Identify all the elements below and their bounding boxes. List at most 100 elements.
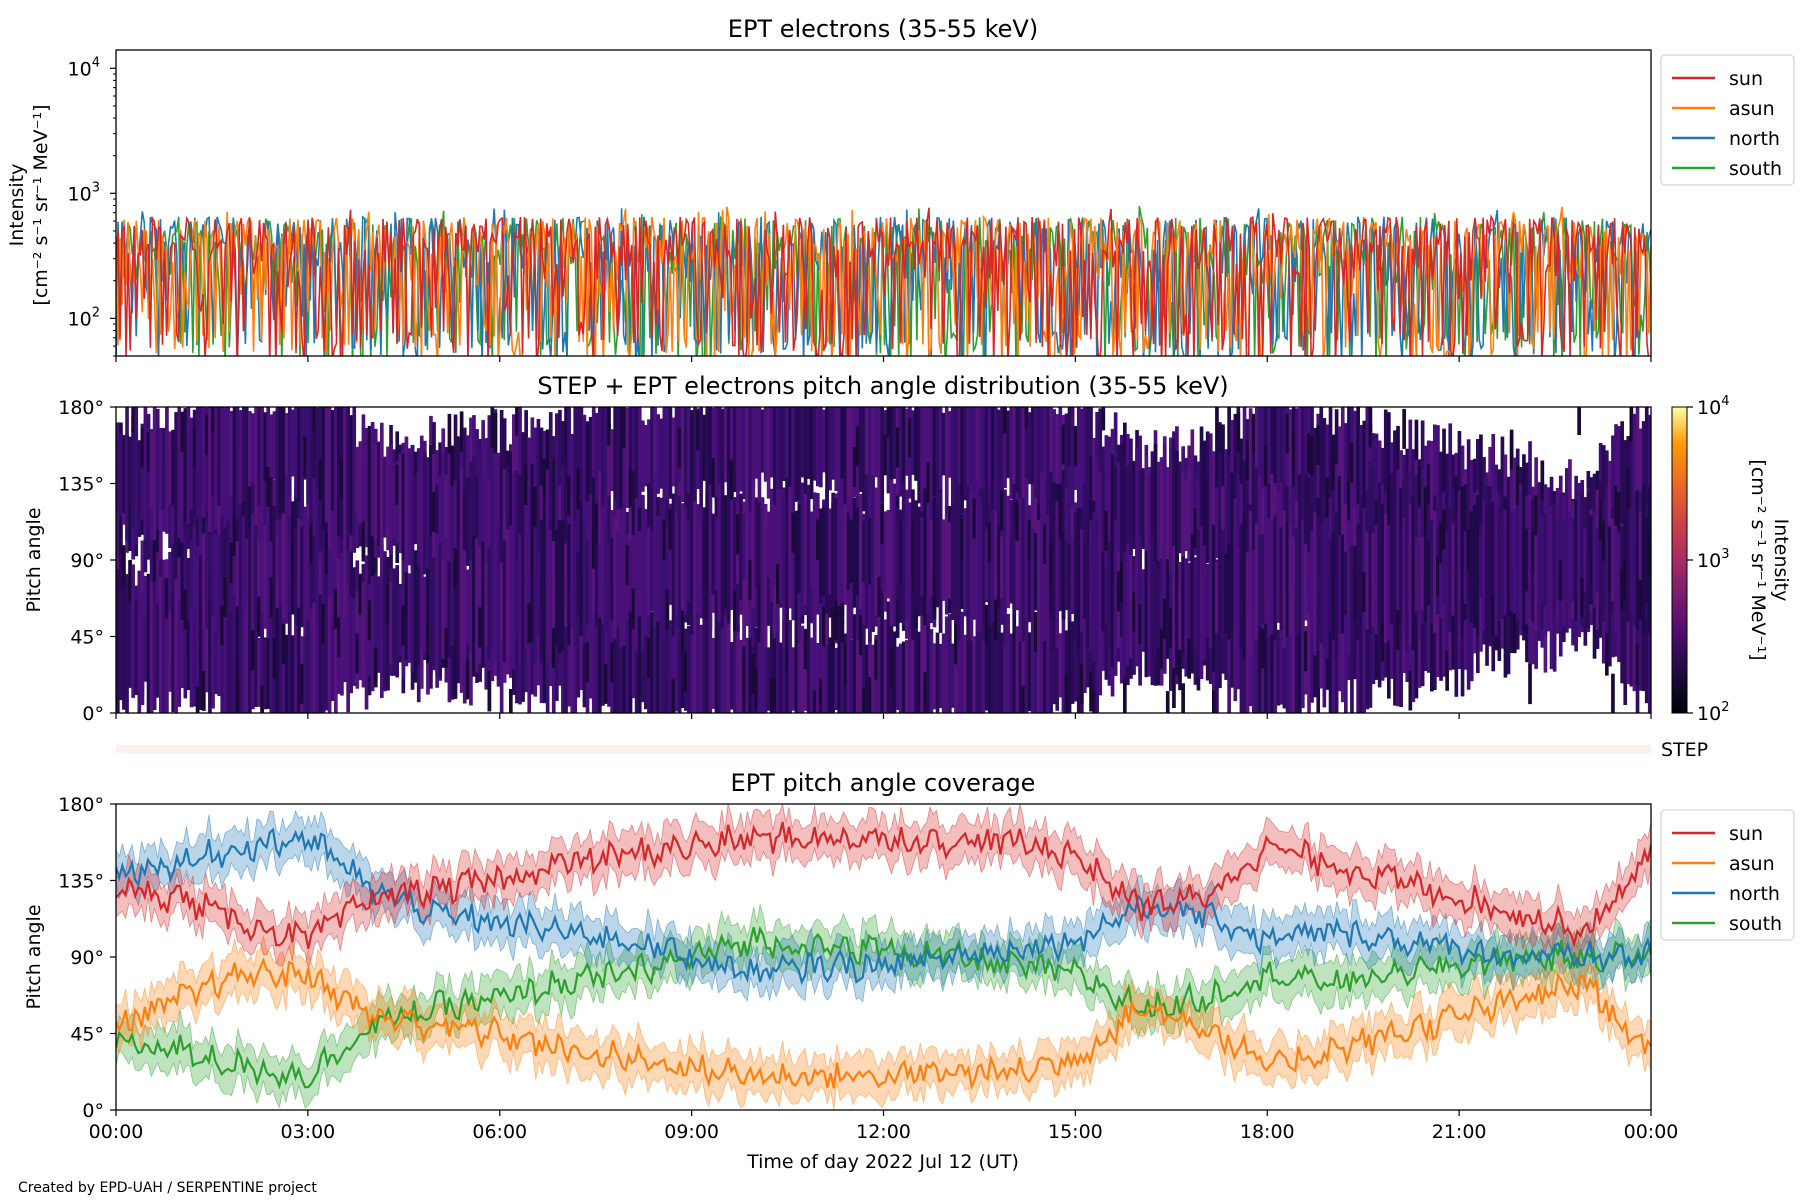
pad-heatmap-cell: [791, 647, 796, 711]
pad-heatmap-cell: [677, 610, 682, 713]
pad-heatmap-cell: [217, 534, 221, 640]
pad-heatmap-cell: [131, 416, 135, 529]
pad-heatmap-cell: [803, 647, 808, 711]
pad-heatmap-cell: [653, 407, 657, 506]
pad-heatmap-cell: [1377, 482, 1382, 599]
pad-heatmap-streak: [202, 670, 206, 711]
pad-heatmap-cell: [585, 501, 590, 575]
pad-heatmap-cell: [272, 505, 277, 649]
pad-heatmap-cell: [1190, 534, 1195, 674]
pad-heatmap-cell: [232, 407, 237, 530]
pad-heatmap-cell: [1294, 527, 1299, 635]
pad-heatmap-cell: [806, 484, 811, 616]
pad-heatmap-cell: [865, 407, 869, 498]
pad-heatmap-cell: [1291, 606, 1296, 713]
pad-heatmap-cell: [631, 407, 636, 522]
pad-heatmap-cell: [315, 407, 320, 489]
pad-heatmap-cell: [257, 638, 261, 707]
pad-heatmap-cell: [241, 515, 246, 639]
pad-heatmap-streak: [466, 659, 470, 700]
pad-heatmap-cell: [521, 432, 525, 523]
pad-heatmap-cell: [1331, 530, 1336, 640]
pad-heatmap-streak: [1577, 407, 1581, 435]
pad-heatmap-cell: [1439, 568, 1443, 681]
pad-heatmap-cell: [745, 637, 749, 713]
pad-heatmap-cell: [641, 625, 645, 703]
pad-heatmap-cell: [567, 601, 571, 707]
pad-heatmap-cell: [1340, 598, 1345, 703]
pad-heatmap-streak: [668, 509, 673, 550]
pad-heatmap-cell: [693, 601, 697, 713]
pad-heatmap-cell: [1101, 487, 1106, 570]
pad-heatmap-streak: [877, 576, 882, 617]
pad-heatmap-cell: [828, 407, 832, 491]
pad-heatmap-cell: [1629, 421, 1634, 542]
pad-heatmap-cell: [183, 611, 188, 699]
pad-heatmap-cell: [1301, 614, 1305, 709]
pad-heatmap-cell: [1153, 562, 1158, 656]
pad-heatmap-cell: [1436, 573, 1440, 677]
pad-heatmap-cell: [858, 635, 863, 713]
pad-heatmap-cell: [214, 631, 218, 695]
pad-heatmap-cell: [674, 625, 679, 712]
pad-heatmap-cell: [334, 407, 338, 541]
pad-heatmap-cell: [155, 408, 160, 531]
pad-heatmap-streak: [211, 407, 215, 432]
pad-heatmap-cell: [155, 603, 160, 698]
pad-heatmap-cell: [791, 407, 796, 497]
pad-heatmap-cell: [637, 530, 642, 617]
pad-heatmap-cell: [1644, 517, 1649, 603]
pad-heatmap-cell: [1647, 584, 1651, 713]
pad-heatmap-cell: [294, 625, 298, 713]
pad-heatmap-cell: [714, 407, 719, 503]
pad-heatmap-cell: [128, 439, 132, 508]
pad-heatmap-streak: [607, 407, 611, 446]
pad-heatmap-cell: [1101, 552, 1106, 632]
pad-heatmap-cell: [1021, 407, 1026, 513]
pad-heatmap-cell: [1012, 613, 1017, 713]
pad-heatmap-cell: [291, 635, 295, 713]
pad-heatmap-cell: [806, 407, 811, 479]
pad-heatmap-cell: [1641, 484, 1646, 636]
pad-heatmap-cell: [1353, 410, 1357, 535]
pad-heatmap-streak: [696, 410, 700, 451]
pad-heatmap-cell: [533, 523, 538, 663]
pad-heatmap-cell: [797, 613, 802, 713]
pad-heatmap-cell: [582, 522, 587, 644]
pad-heatmap-cell: [1095, 518, 1099, 659]
pad-heatmap-streak: [1316, 424, 1321, 465]
pad-heatmap-streak: [1104, 510, 1109, 551]
pad-heatmap-cell: [1288, 409, 1293, 502]
pad-heatmap-cell: [1006, 614, 1010, 713]
pad-heatmap-streak: [622, 407, 627, 448]
pad-heatmap-cell: [1110, 454, 1115, 593]
pad-heatmap-cell: [978, 497, 983, 632]
pad-heatmap-streak: [684, 651, 688, 692]
pad-heatmap-cell: [1236, 407, 1241, 539]
coverage-xtick-label-1: 03:00: [280, 1121, 335, 1143]
pad-heatmap-streak: [1119, 562, 1124, 603]
pad-heatmap-cell: [530, 545, 535, 643]
pad-heatmap-cell: [742, 407, 746, 500]
pad-heatmap-streak: [591, 528, 596, 569]
pad-heatmap-cell: [803, 407, 808, 510]
pad-heatmap-cell: [505, 529, 510, 672]
pad-heatmap-cell: [653, 519, 657, 621]
pad-heatmap-cell: [558, 409, 562, 526]
pad-heatmap-cell: [281, 616, 286, 713]
pad-heatmap-cell: [303, 507, 307, 647]
pad-heatmap-streak: [987, 522, 992, 563]
pad-heatmap-cell: [766, 647, 771, 711]
pad-heatmap-cell: [1641, 614, 1646, 692]
pad-heatmap-cell: [509, 525, 513, 674]
pad-heatmap-cell: [816, 643, 820, 713]
pad-heatmap-cell: [214, 407, 218, 530]
pad-heatmap-cell: [1258, 407, 1262, 519]
pad-heatmap-cell: [257, 407, 261, 506]
pad-heatmap-streak: [1617, 492, 1621, 533]
intensity-ylabel-line2: [cm⁻² s⁻¹ sr⁻¹ MeV⁻¹]: [30, 104, 52, 305]
pad-heatmap-cell: [1040, 608, 1044, 713]
pad-heatmap-cell: [453, 577, 458, 640]
pad-heatmap-cell: [726, 477, 731, 624]
pad-heatmap-cell: [972, 636, 977, 713]
